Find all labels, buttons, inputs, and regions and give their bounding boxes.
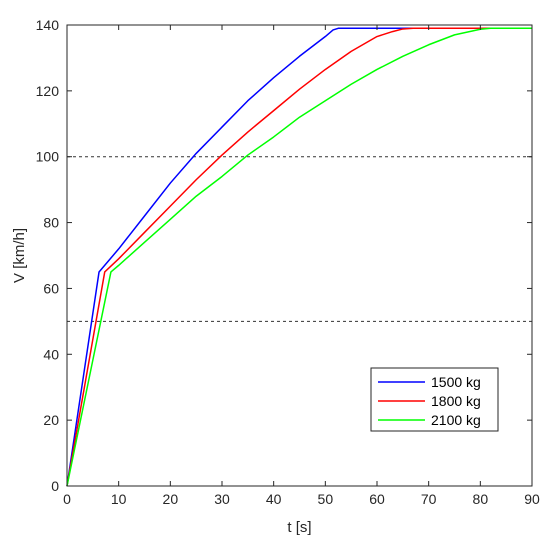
series-line-1800-kg xyxy=(66,27,532,487)
y-tick-label: 0 xyxy=(51,478,59,494)
legend: 1500 kg 1800 kg 2100 kg xyxy=(370,367,499,432)
x-axis-ticks: 0 10 20 30 40 50 60 70 80 90 xyxy=(63,25,540,507)
x-tick-label: 10 xyxy=(111,491,127,507)
y-axis-ticks: 0 20 40 60 80 100 120 140 xyxy=(36,17,532,494)
y-tick-label: 60 xyxy=(43,280,59,296)
x-tick-label: 40 xyxy=(266,491,282,507)
series-line-2100-kg xyxy=(66,27,532,487)
y-tick-label: 80 xyxy=(43,215,59,231)
plot-frame xyxy=(66,24,533,487)
series-line-1500-kg xyxy=(66,27,532,487)
x-tick-label: 30 xyxy=(214,491,230,507)
x-tick-label: 20 xyxy=(163,491,179,507)
y-axis-label: V [km/h] xyxy=(11,228,28,283)
legend-label: 1500 kg xyxy=(431,374,481,390)
x-tick-label: 90 xyxy=(524,491,540,507)
x-tick-label: 0 xyxy=(63,491,71,507)
legend-label: 1800 kg xyxy=(431,393,481,409)
series-layer xyxy=(66,27,532,487)
x-axis-label: t [s] xyxy=(287,519,311,536)
x-tick-label: 60 xyxy=(369,491,385,507)
y-tick-label: 20 xyxy=(43,412,59,428)
y-tick-label: 140 xyxy=(36,17,60,33)
x-tick-label: 80 xyxy=(473,491,489,507)
y-tick-label: 120 xyxy=(36,83,60,99)
x-tick-label: 70 xyxy=(421,491,437,507)
y-tick-label: 100 xyxy=(36,149,60,165)
legend-label: 2100 kg xyxy=(431,412,481,428)
y-tick-label: 40 xyxy=(43,346,59,362)
x-tick-label: 50 xyxy=(318,491,334,507)
